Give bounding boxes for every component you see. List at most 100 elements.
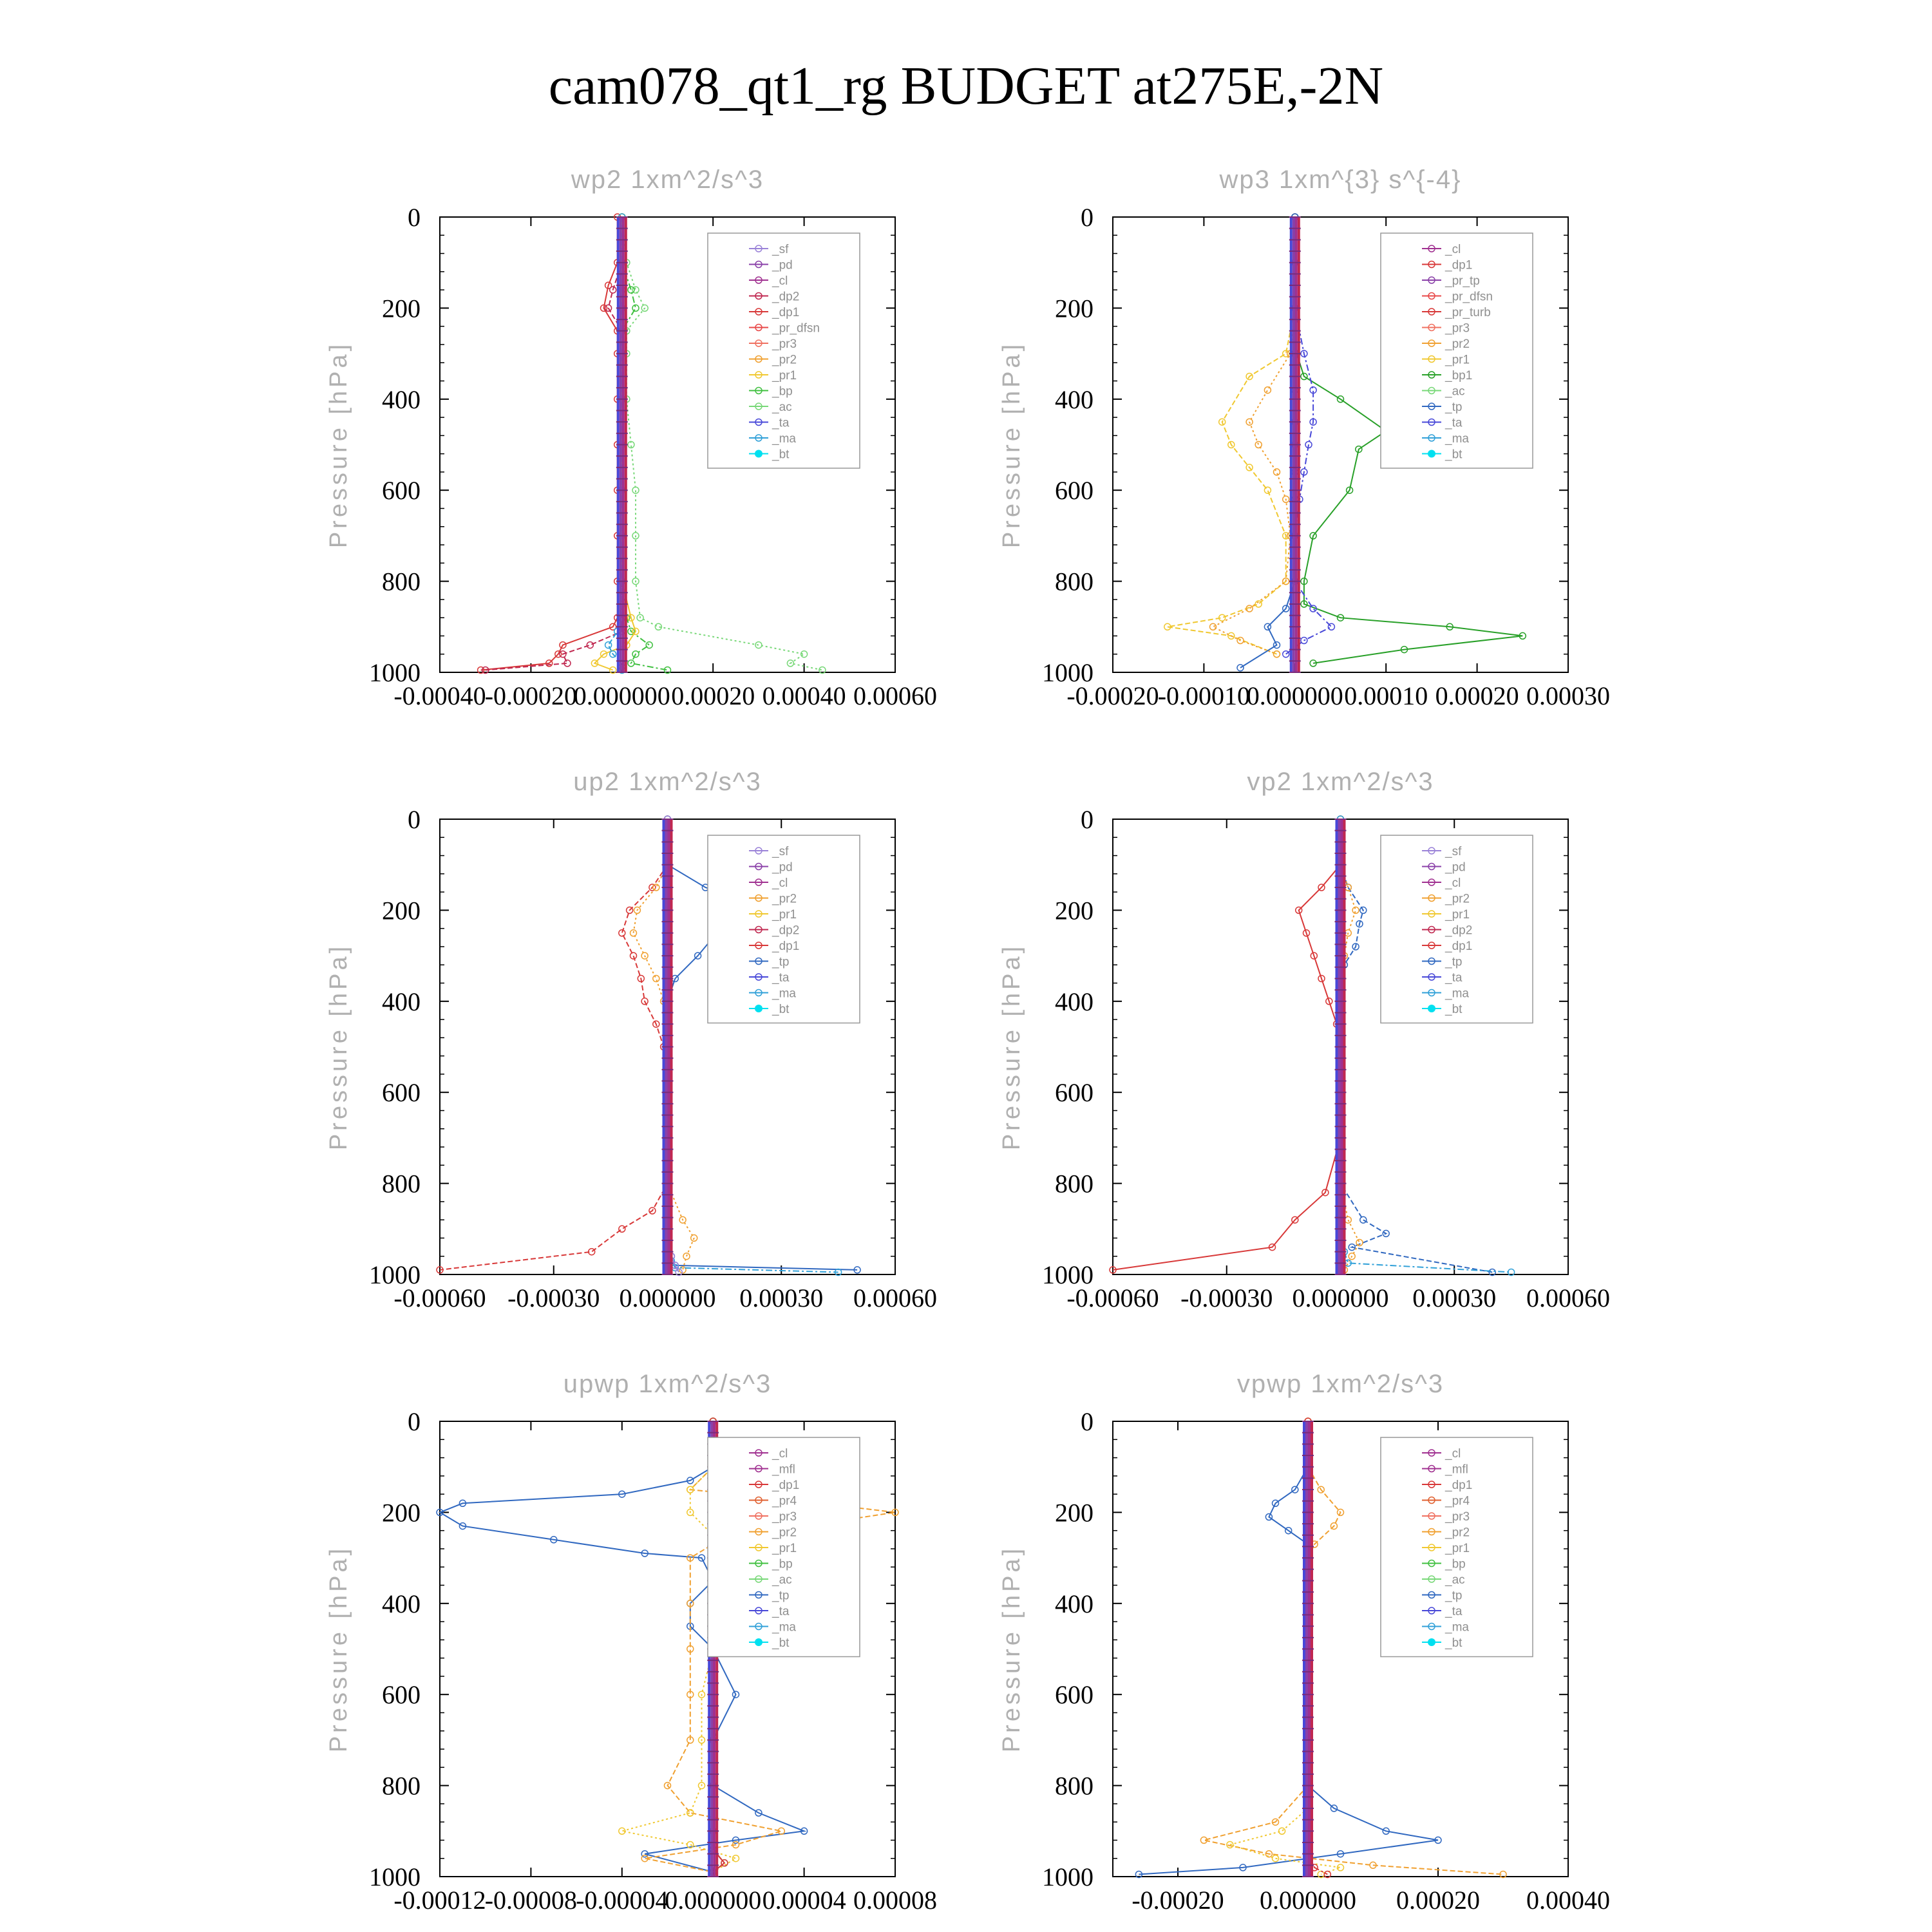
panel-title: wp2 1xm^2/s^3 (571, 166, 764, 194)
x-tick-label: 0.00020 (1435, 681, 1519, 710)
legend-label: _ta (1444, 417, 1463, 430)
data-point (1209, 623, 1217, 631)
legend-label: _pr1 (772, 908, 797, 922)
data-point (1305, 440, 1312, 449)
legend-marker (755, 260, 762, 269)
legend-marker (755, 1449, 762, 1457)
panel-title: vpwp 1xm^2/s^3 (1237, 1370, 1444, 1398)
legend-label: _ac (772, 401, 792, 414)
legend-label: _pr1 (1444, 1542, 1470, 1555)
data-point (604, 304, 612, 312)
legend-marker (755, 355, 762, 363)
data-point (1318, 884, 1325, 891)
x-tick-label: 0.00004 (762, 1886, 846, 1915)
legend-label: _pr_turb (1444, 306, 1491, 319)
x-tick-label: -0.00020 (485, 681, 577, 710)
data-point (1282, 605, 1290, 612)
data-point (1227, 440, 1235, 449)
data-point (627, 614, 635, 621)
legend-marker (755, 402, 762, 410)
y-tick-label: 1000 (1042, 1862, 1094, 1891)
data-point (627, 627, 635, 636)
y-axis-label: Pressure [hPa] (998, 341, 1025, 548)
legend-marker (755, 894, 762, 902)
x-tick-label: -0.00010 (1158, 681, 1250, 710)
data-point (609, 623, 617, 631)
data-point (1273, 650, 1281, 658)
y-tick-label: 1000 (369, 658, 421, 687)
legend-label: _bp (772, 1558, 793, 1571)
legend-marker (1428, 1512, 1435, 1520)
legend: _cl _dp1 _pr_tp _pr_dfsn _pr_turb _pr3_pr2 _pr… (1380, 232, 1533, 469)
legend-marker (1428, 1528, 1435, 1536)
legend-label: _ta (1444, 971, 1463, 985)
legend-marker (1428, 355, 1435, 363)
data-point (786, 659, 795, 667)
legend-marker (1428, 1591, 1435, 1599)
data-point (559, 650, 567, 658)
legend-marker (755, 910, 762, 918)
data-point (1264, 486, 1272, 494)
data-point (1446, 623, 1454, 631)
x-tick-label: 0.00010 (1344, 681, 1428, 710)
legend-marker (1428, 308, 1435, 316)
legend-marker (755, 1496, 762, 1504)
legend-marker (1428, 1496, 1435, 1504)
legend-label: _bt (772, 1003, 790, 1016)
panel-4: vp2 1xm^2/s^3 Pressure [hPa] 0 200 400 600 800… (998, 768, 1610, 1312)
y-tick-label: 800 (382, 1772, 421, 1801)
x-tick-label: 0.00060 (853, 1283, 937, 1312)
data-point (629, 929, 638, 937)
x-tick-label: -0.00012 (393, 1886, 486, 1915)
data-point (1336, 614, 1345, 621)
y-tick-label: 600 (1055, 1680, 1094, 1709)
y-axis-label: Pressure [hPa] (998, 1546, 1025, 1752)
legend: _sf _pd_cl _pr2 _pr1 _dp2 _dp1 _tp _ta _ma _bt (707, 835, 860, 1024)
legend-label: _pd (772, 861, 793, 875)
data-point (641, 1850, 649, 1858)
legend-label: _dp1 (772, 1479, 799, 1492)
legend-box (707, 1437, 860, 1658)
legend-label: _ma (772, 432, 796, 446)
legend-label: _pr4 (772, 1495, 797, 1508)
data-point (1382, 1827, 1390, 1835)
x-tick-label: -0.00020 (1066, 681, 1159, 710)
legend-marker (755, 862, 762, 871)
data-point (1264, 386, 1272, 394)
x-tick-label: 0.00040 (1526, 1886, 1610, 1915)
legend-marker (755, 878, 762, 886)
legend-marker (755, 1607, 762, 1615)
legend-marker (1428, 862, 1435, 871)
data-point (687, 1809, 694, 1817)
legend-marker (755, 371, 762, 379)
legend-marker (755, 957, 762, 965)
data-point (459, 1499, 467, 1508)
data-point (755, 1809, 762, 1817)
y-tick-label: 200 (1055, 1498, 1094, 1527)
x-tick-label: 0.00020 (671, 681, 755, 710)
legend-label: _pr_tp (1444, 274, 1480, 288)
data-point (1291, 1216, 1299, 1224)
data-point (687, 1736, 694, 1744)
legend-label: _ma (772, 1621, 796, 1634)
y-tick-label: 1000 (1042, 1260, 1094, 1289)
data-point (1323, 1870, 1332, 1879)
data-point (629, 952, 638, 960)
data-point (1282, 650, 1290, 658)
y-tick-label: 200 (1055, 294, 1094, 323)
legend-marker (755, 1638, 762, 1646)
data-point (1218, 418, 1226, 426)
y-tick-label: 600 (1055, 476, 1094, 505)
x-tick-label: -0.00004 (576, 1886, 668, 1915)
data-point (564, 659, 571, 667)
data-point (591, 659, 599, 667)
data-point (633, 906, 641, 914)
legend-label: _pr1 (772, 1542, 797, 1555)
data-point (627, 659, 635, 667)
legend-label: _dp1 (1444, 1479, 1472, 1492)
data-point (545, 659, 553, 667)
legend-box (1380, 835, 1533, 1024)
legend-label: _dp1 (772, 940, 799, 953)
data-point (641, 998, 649, 1005)
legend-marker (1428, 1005, 1435, 1012)
